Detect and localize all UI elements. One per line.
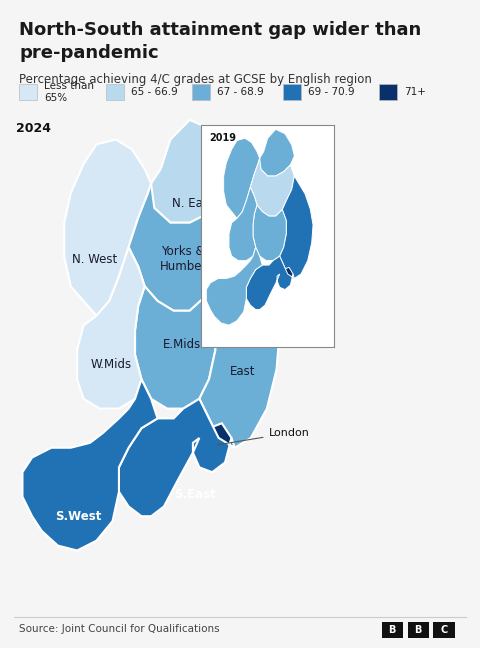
Text: C: C	[440, 625, 448, 635]
Polygon shape	[199, 223, 280, 448]
Polygon shape	[193, 423, 231, 472]
Text: East: East	[230, 365, 255, 378]
Text: 67 - 68.9: 67 - 68.9	[217, 87, 264, 97]
Text: B: B	[388, 625, 396, 635]
Polygon shape	[135, 286, 216, 409]
Polygon shape	[206, 248, 263, 325]
Polygon shape	[277, 268, 293, 290]
Polygon shape	[258, 130, 294, 176]
Polygon shape	[64, 139, 151, 316]
Text: B: B	[414, 625, 422, 635]
Text: North-South attainment gap wider than
pre-pandemic: North-South attainment gap wider than pr…	[19, 21, 421, 62]
Text: S.West: S.West	[56, 510, 102, 523]
Text: N. East: N. East	[172, 196, 214, 209]
Text: 65 - 66.9: 65 - 66.9	[131, 87, 177, 97]
Bar	[192, 84, 210, 100]
Polygon shape	[253, 205, 287, 260]
Polygon shape	[251, 158, 294, 216]
Text: Source: Joint Council for Qualifications: Source: Joint Council for Qualifications	[19, 623, 220, 634]
Polygon shape	[148, 120, 235, 223]
Polygon shape	[119, 399, 235, 516]
Text: E.Mids: E.Mids	[163, 338, 201, 351]
Bar	[283, 84, 301, 100]
Bar	[382, 622, 403, 638]
Text: N. West: N. West	[72, 253, 118, 266]
Polygon shape	[23, 379, 157, 551]
Text: W.Mids: W.Mids	[90, 358, 132, 371]
Polygon shape	[246, 256, 294, 310]
Text: 2024: 2024	[16, 122, 51, 135]
Bar	[19, 84, 37, 100]
Text: 69 - 70.9: 69 - 70.9	[308, 87, 355, 97]
Text: Less than
65%: Less than 65%	[44, 81, 94, 103]
Text: S.East: S.East	[174, 488, 216, 501]
Text: 2019: 2019	[209, 133, 236, 143]
Polygon shape	[77, 247, 144, 409]
Bar	[106, 84, 124, 100]
Bar	[433, 622, 455, 638]
Polygon shape	[224, 138, 260, 218]
Text: Percentage achieving 4/C grades at GCSE by English region: Percentage achieving 4/C grades at GCSE …	[19, 73, 372, 86]
Text: 71+: 71+	[404, 87, 426, 97]
Bar	[379, 84, 397, 100]
Text: Yorks &
Humber: Yorks & Humber	[159, 246, 207, 273]
Text: London: London	[217, 428, 310, 445]
Polygon shape	[129, 183, 235, 311]
Polygon shape	[280, 176, 313, 279]
Bar	[408, 622, 429, 638]
Polygon shape	[229, 187, 257, 260]
